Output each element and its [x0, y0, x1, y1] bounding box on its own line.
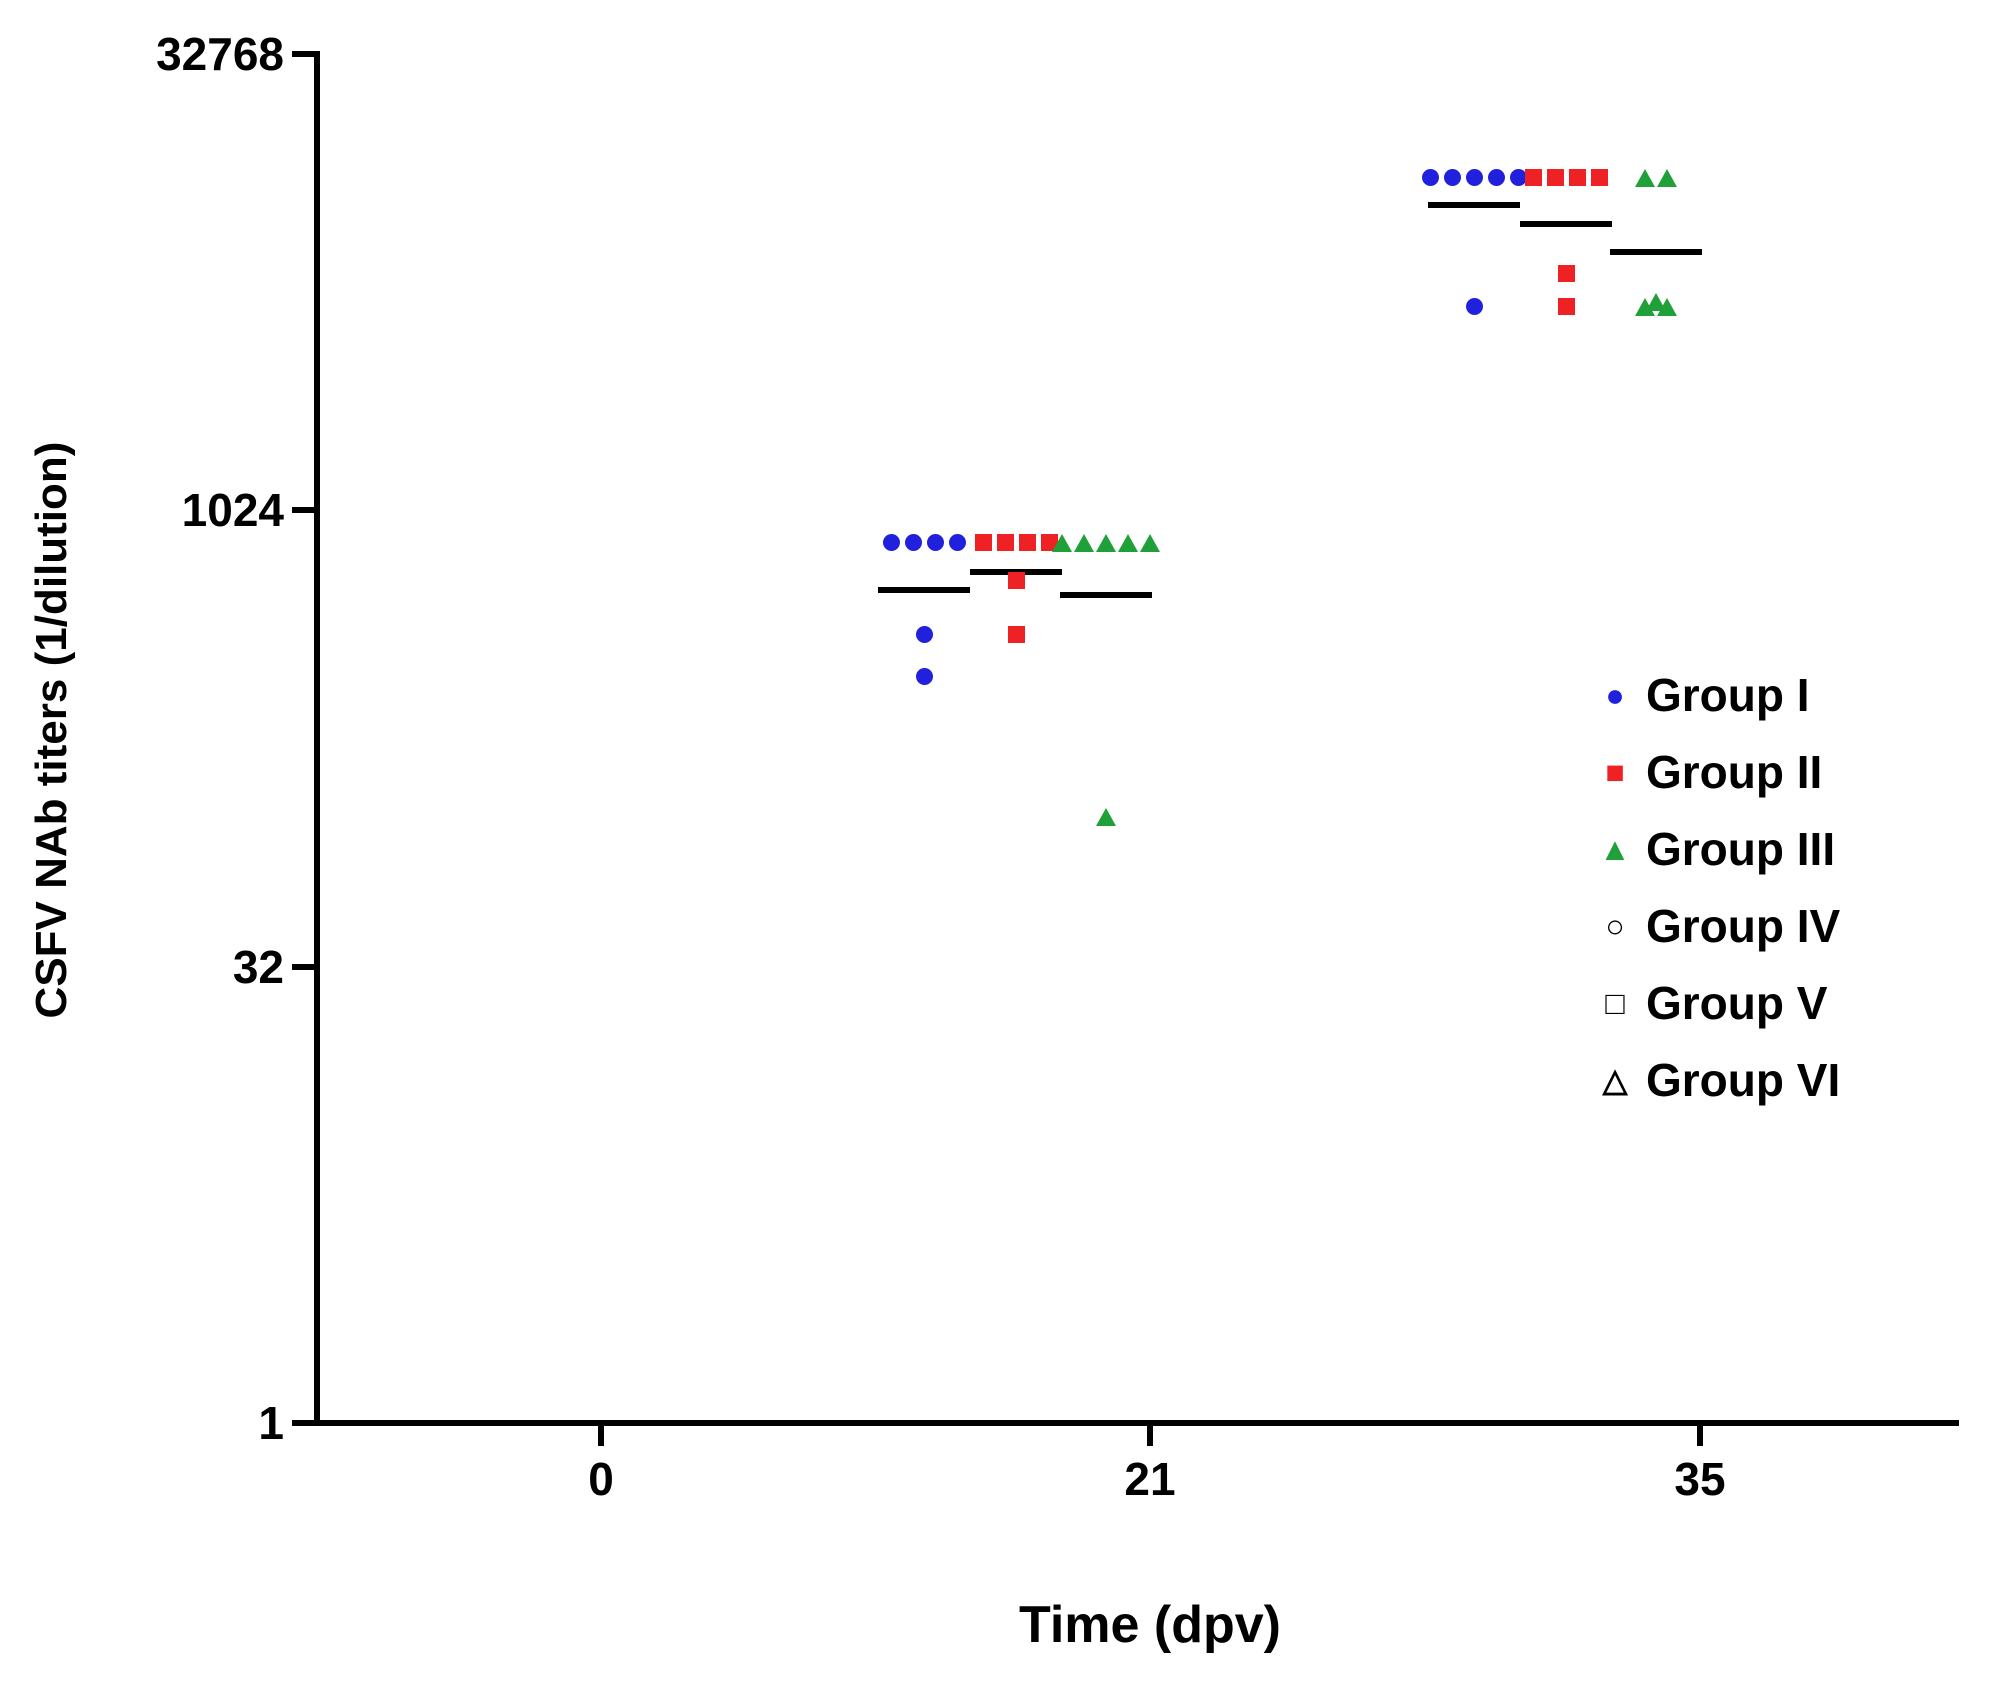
data-point: [1007, 625, 1025, 643]
median-line: [1520, 221, 1612, 228]
x-axis-title: Time (dpv): [1019, 1596, 1281, 1654]
median-line: [1060, 591, 1152, 598]
median-line: [878, 586, 970, 593]
data-point: [1646, 292, 1666, 311]
data-point: [1421, 169, 1439, 187]
data-point: [1568, 169, 1586, 187]
y-tick-label: 32: [232, 940, 284, 993]
legend-item-group-v: □ Group V: [1584, 964, 1840, 1041]
legend-item-group-iii: ▲ Group III: [1584, 810, 1840, 887]
group-iii-marker-icon: ▲: [1599, 830, 1631, 867]
data-point: [1657, 168, 1677, 187]
data-point: [1018, 534, 1036, 552]
group-ii-marker-icon: ■: [1605, 753, 1625, 790]
y-axis-line: [314, 51, 320, 1426]
data-point: [1465, 169, 1483, 187]
legend-label: Group III: [1646, 822, 1836, 875]
data-point: [1096, 807, 1116, 826]
group-vi-marker-icon: △: [1602, 1061, 1628, 1098]
data-point: [1118, 533, 1138, 552]
data-point: [1487, 169, 1505, 187]
legend-item-group-iv: ○ Group IV: [1584, 887, 1840, 964]
data-point: [1546, 169, 1564, 187]
legend-label: Group IV: [1646, 899, 1841, 952]
y-tick-label: 1: [258, 1397, 284, 1449]
x-tick-label: 21: [1124, 1453, 1176, 1505]
legend-label: Group VI: [1646, 1053, 1841, 1106]
data-point: [1465, 298, 1483, 316]
x-tick-label: 0: [588, 1453, 614, 1505]
data-point: [1007, 572, 1025, 590]
group-iv-marker-icon: ○: [1605, 907, 1625, 944]
data-point: [1140, 533, 1160, 552]
data-point: [996, 534, 1014, 552]
legend-item-group-i: ● Group I: [1584, 656, 1840, 733]
data-point: [904, 534, 922, 552]
y-tick-mark: [292, 51, 316, 57]
x-axis-line: [314, 1420, 1959, 1426]
data-point: [1635, 168, 1655, 187]
data-point: [915, 625, 933, 643]
data-point: [915, 667, 933, 685]
legend-item-group-ii: ■ Group II: [1584, 733, 1840, 810]
y-tick-label: 1024: [181, 484, 284, 537]
y-tick-mark: [292, 507, 316, 514]
data-point: [1590, 169, 1608, 187]
y-tick-mark: [292, 1420, 316, 1426]
x-tick-mark: [1147, 1424, 1153, 1446]
median-line: [1428, 202, 1520, 209]
group-v-marker-icon: □: [1605, 984, 1625, 1021]
data-point: [1074, 533, 1094, 552]
legend-label: Group I: [1646, 668, 1810, 721]
legend-label: Group V: [1646, 976, 1828, 1029]
legend-item-group-vi: △ Group VI: [1584, 1041, 1841, 1118]
y-tick-label: 32768: [156, 28, 284, 80]
data-point: [926, 534, 944, 552]
data-point: [1443, 169, 1461, 187]
median-line: [1610, 248, 1702, 255]
data-point: [948, 534, 966, 552]
data-point: [1557, 264, 1575, 282]
x-tick-mark: [598, 1424, 604, 1446]
legend-label: Group II: [1646, 745, 1823, 798]
data-point: [1524, 169, 1542, 187]
y-axis-title: CSFV NAb titers (1/dilution): [27, 441, 76, 1019]
data-point: [1052, 533, 1072, 552]
data-point: [1557, 298, 1575, 316]
data-point: [1509, 169, 1527, 187]
y-tick-mark: [292, 963, 316, 970]
legend: ● Group I ■ Group II ▲ Group III ○ Group IV □ Gro…: [1584, 656, 1840, 1118]
group-i-marker-icon: ●: [1605, 676, 1625, 713]
x-tick-label: 35: [1674, 1453, 1726, 1505]
data-point: [974, 534, 992, 552]
data-point: [1096, 533, 1116, 552]
data-point: [882, 534, 900, 552]
x-tick-mark: [1697, 1424, 1703, 1446]
